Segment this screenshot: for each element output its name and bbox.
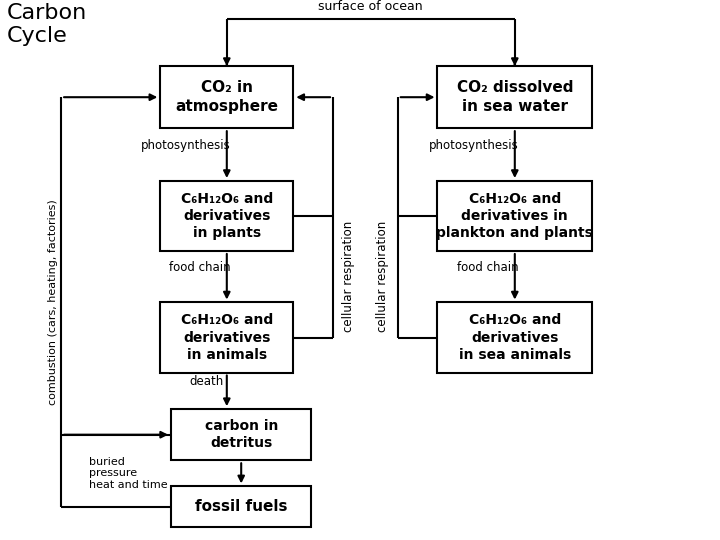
Text: cellular respiration: cellular respiration — [376, 221, 389, 333]
Text: buried
pressure
heat and time: buried pressure heat and time — [89, 457, 167, 490]
Bar — [160, 302, 294, 373]
Text: C₆H₁₂O₆ and
derivatives
in animals: C₆H₁₂O₆ and derivatives in animals — [181, 313, 273, 362]
Bar — [438, 302, 592, 373]
Bar — [160, 66, 294, 128]
Bar — [160, 181, 294, 251]
Text: C₆H₁₂O₆ and
derivatives in
plankton and plants: C₆H₁₂O₆ and derivatives in plankton and … — [436, 192, 593, 240]
Bar — [438, 181, 592, 251]
Text: C₆H₁₂O₆ and
derivatives
in sea animals: C₆H₁₂O₆ and derivatives in sea animals — [459, 313, 571, 362]
Text: CO₂ dissolved
in sea water: CO₂ dissolved in sea water — [456, 80, 573, 114]
Text: gas exchange at
surface of ocean: gas exchange at surface of ocean — [318, 0, 423, 14]
Bar — [171, 486, 311, 527]
Bar — [171, 409, 311, 460]
Text: photosynthesis: photosynthesis — [140, 139, 230, 152]
Text: photosynthesis: photosynthesis — [428, 139, 518, 152]
Text: food chain: food chain — [168, 261, 230, 274]
Text: carbon in
detritus: carbon in detritus — [204, 419, 278, 450]
Text: death: death — [189, 375, 223, 388]
Text: CO₂ in
atmosphere: CO₂ in atmosphere — [175, 80, 279, 114]
Text: cellular respiration: cellular respiration — [341, 221, 355, 333]
Text: Carbon
Cycle: Carbon Cycle — [7, 3, 87, 46]
Bar — [438, 66, 592, 128]
Text: fossil fuels: fossil fuels — [195, 499, 287, 514]
Text: C₆H₁₂O₆ and
derivatives
in plants: C₆H₁₂O₆ and derivatives in plants — [181, 192, 273, 240]
Text: combustion (cars, heating, factories): combustion (cars, heating, factories) — [48, 199, 58, 405]
Text: food chain: food chain — [456, 261, 518, 274]
